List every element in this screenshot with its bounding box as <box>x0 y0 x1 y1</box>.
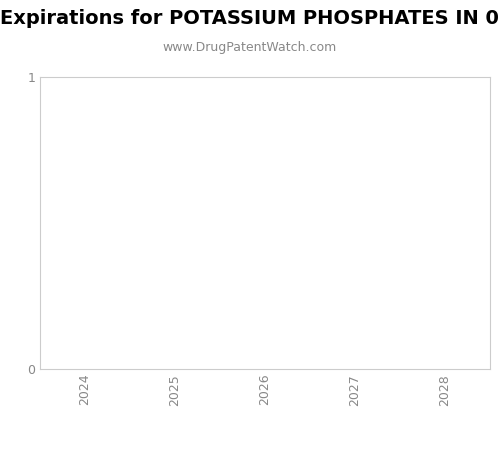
Text: Expirations for POTASSIUM PHOSPHATES IN 0.9% SODIUM CHLORIDE: Expirations for POTASSIUM PHOSPHATES IN … <box>0 9 500 28</box>
Text: www.DrugPatentWatch.com: www.DrugPatentWatch.com <box>163 40 337 54</box>
